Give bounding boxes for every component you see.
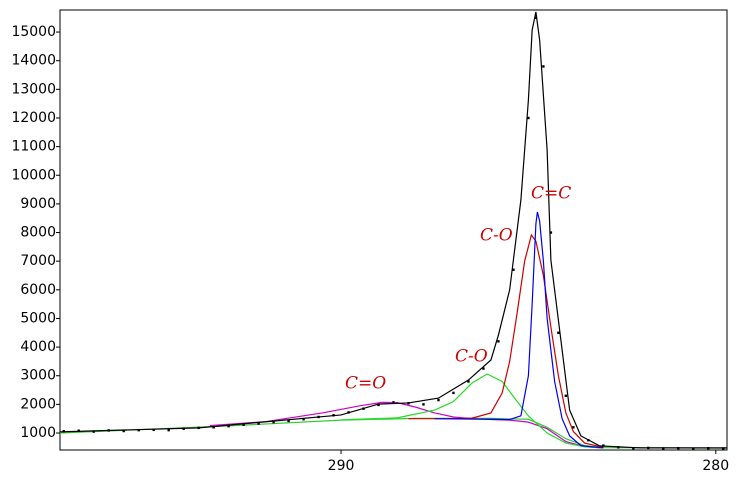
data-point — [302, 418, 305, 421]
data-point — [212, 426, 215, 429]
data-point — [692, 447, 695, 450]
data-point — [602, 444, 605, 447]
data-point — [422, 403, 425, 406]
data-point — [662, 447, 665, 450]
data-point — [407, 402, 410, 405]
data-point — [377, 403, 380, 407]
fit-curve — [59, 417, 728, 449]
annotation: C-O — [455, 347, 488, 367]
y-tick-label: 6000 — [20, 282, 56, 298]
data-point — [497, 340, 500, 343]
y-tick-label: 14000 — [11, 53, 56, 69]
data-point — [542, 65, 545, 68]
y-tick-label: 3000 — [20, 368, 56, 384]
fit-curve — [59, 11, 727, 449]
data-point — [452, 391, 455, 395]
data-point — [332, 414, 335, 417]
data-point — [632, 446, 635, 450]
data-point — [77, 429, 80, 432]
data-point — [107, 429, 110, 432]
data-point — [512, 268, 515, 271]
y-tick-label: 8000 — [20, 225, 56, 241]
data-point — [242, 423, 245, 426]
data-point — [534, 16, 538, 19]
data-point — [92, 430, 95, 433]
data-point — [572, 426, 575, 429]
data-point — [317, 415, 320, 419]
fit-curve — [209, 401, 604, 449]
y-tick-label: 13000 — [11, 81, 56, 97]
data-point — [392, 401, 395, 404]
fit-curve — [408, 233, 604, 448]
data-point — [549, 231, 553, 234]
annotation: C=C — [531, 184, 571, 204]
y-tick-label: 11000 — [11, 139, 56, 155]
y-tick-label: 1000 — [20, 425, 56, 441]
data-point — [722, 447, 725, 450]
data-point — [122, 429, 125, 433]
data-point — [482, 367, 485, 370]
data-point — [467, 380, 470, 383]
data-point — [182, 427, 185, 430]
data-point — [137, 428, 140, 432]
data-point — [167, 428, 170, 432]
y-tick-label: 10000 — [11, 167, 56, 183]
plot-frame — [59, 9, 728, 451]
data-point — [257, 422, 260, 425]
data-point — [287, 419, 290, 423]
y-tick-label: 15000 — [11, 24, 56, 40]
fit-curve — [434, 211, 604, 449]
x-tick-label: 290 — [328, 458, 355, 474]
data-point — [587, 438, 590, 442]
data-point — [62, 430, 65, 433]
y-tick-label: 12000 — [11, 110, 56, 126]
data-point — [197, 426, 200, 430]
data-point — [362, 407, 365, 410]
data-point — [347, 411, 350, 414]
y-tick-label: 9000 — [20, 196, 56, 212]
data-point — [227, 424, 230, 428]
data-point — [557, 331, 560, 334]
y-tick-label: 4000 — [20, 339, 56, 355]
annotation: C=O — [345, 374, 386, 394]
data-point — [437, 398, 440, 402]
x-tick-label: 280 — [702, 458, 729, 474]
data-point — [152, 428, 155, 432]
data-point — [677, 446, 680, 450]
fit-curve — [341, 373, 604, 449]
data-point — [617, 446, 620, 449]
data-point — [564, 394, 568, 397]
data-point — [647, 446, 650, 450]
y-tick-label: 5000 — [20, 310, 56, 326]
data-point — [527, 116, 530, 120]
annotation: C-O — [480, 226, 513, 246]
y-tick-label: 7000 — [20, 253, 56, 269]
y-tick-label: 2000 — [20, 396, 56, 412]
data-point — [272, 420, 275, 424]
data-point — [707, 446, 710, 450]
